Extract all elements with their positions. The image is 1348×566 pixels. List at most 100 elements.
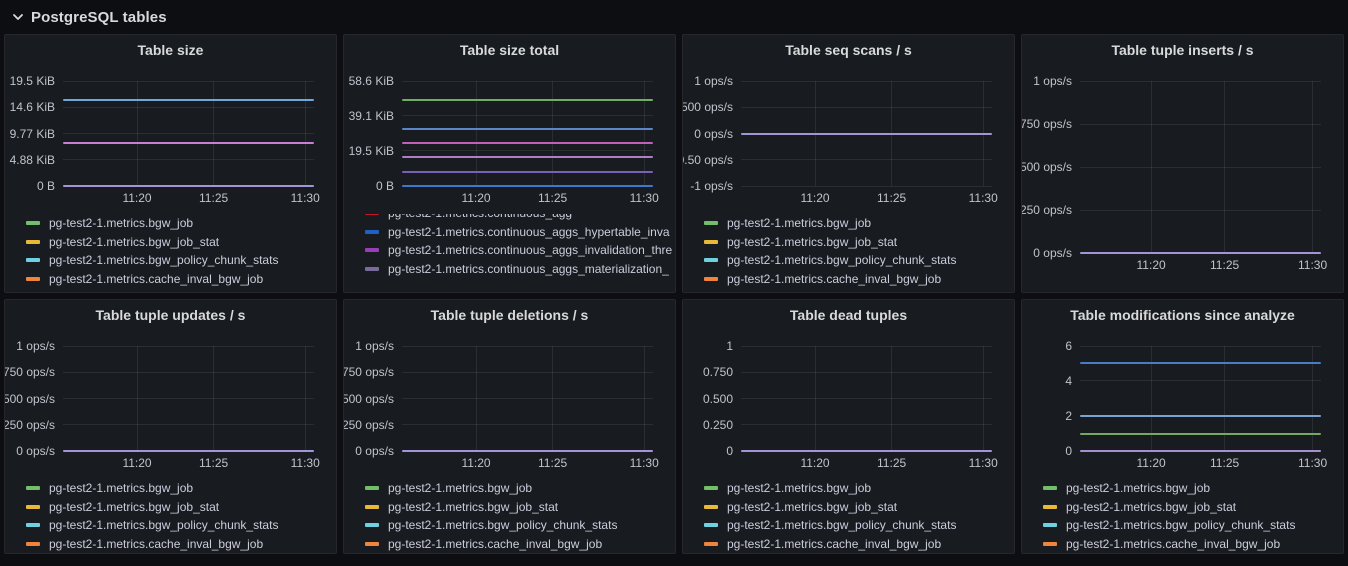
legend-series-name[interactable]: pg-test2-1.metrics.bgw_policy_chunk_stat… <box>388 518 618 533</box>
legend-item[interactable]: pg-test2-1.metrics.bgw_job <box>26 479 336 498</box>
legend-item[interactable]: pg-test2-1.metrics.continuous_aggs_mater… <box>365 260 675 279</box>
legend-swatch[interactable] <box>26 523 40 528</box>
legend-item[interactable]: pg-test2-1.metrics.bgw_job_stat <box>704 498 1014 517</box>
legend-series-name[interactable]: pg-test2-1.metrics.continuous_aggs_mater… <box>388 261 669 276</box>
legend-item[interactable]: pg-test2-1.metrics.continuous_agg <box>365 214 675 223</box>
panel-header-table-tuple-deletions-s[interactable]: Table tuple deletions / s <box>344 300 675 330</box>
legend-swatch[interactable] <box>704 221 718 226</box>
plot-area[interactable] <box>741 345 992 452</box>
plot-area[interactable] <box>402 345 653 452</box>
legend-series-name[interactable]: pg-test2-1.metrics.bgw_job <box>727 216 872 231</box>
legend-swatch[interactable] <box>26 276 40 281</box>
legend-series-name[interactable]: pg-test2-1.metrics.cache_inval_bgw_job <box>727 536 942 551</box>
legend-swatch[interactable] <box>365 523 379 528</box>
legend-series-name[interactable]: pg-test2-1.metrics.continuous_aggs_hyper… <box>388 224 670 239</box>
legend-series-name[interactable]: pg-test2-1.metrics.bgw_job <box>49 481 194 496</box>
legend-series-name[interactable]: pg-test2-1.metrics.continuous_aggs_inval… <box>388 243 673 258</box>
legend-item[interactable]: pg-test2-1.metrics.continuous_aggs_hyper… <box>365 223 675 242</box>
legend-series-name[interactable]: pg-test2-1.metrics.bgw_job_stat <box>49 234 220 249</box>
legend-item[interactable]: pg-test2-1.metrics.cache_inval_bgw_job <box>1043 535 1343 554</box>
legend-item[interactable]: pg-test2-1.metrics.bgw_job_stat <box>704 233 1014 252</box>
legend-item[interactable]: pg-test2-1.metrics.bgw_policy_chunk_stat… <box>26 516 336 535</box>
legend-swatch[interactable] <box>704 276 718 281</box>
legend-series-name[interactable]: pg-test2-1.metrics.bgw_job_stat <box>727 499 898 514</box>
legend-series-name[interactable]: pg-test2-1.metrics.bgw_policy_chunk_stat… <box>727 253 957 268</box>
legend-series-name[interactable]: pg-test2-1.metrics.cache_inval_bgw_job <box>727 271 942 286</box>
legend-swatch[interactable] <box>365 266 379 271</box>
legend-swatch[interactable] <box>26 221 40 226</box>
legend-series-name[interactable]: pg-test2-1.metrics.cache_inval_bgw_job <box>49 536 264 551</box>
legend-series-name[interactable]: pg-test2-1.metrics.bgw_policy_chunk_stat… <box>49 518 279 533</box>
legend-swatch[interactable] <box>704 258 718 263</box>
legend-swatch[interactable] <box>26 486 40 491</box>
plot-area[interactable] <box>1080 345 1321 452</box>
legend-series-name[interactable]: pg-test2-1.metrics.bgw_policy_chunk_stat… <box>727 518 957 533</box>
legend-swatch[interactable] <box>365 248 379 253</box>
legend-item[interactable]: pg-test2-1.metrics.bgw_job <box>365 479 675 498</box>
legend-swatch[interactable] <box>365 504 379 509</box>
plot-area[interactable] <box>1080 80 1321 254</box>
legend-series-name[interactable]: pg-test2-1.metrics.bgw_job_stat <box>388 499 559 514</box>
legend-item[interactable]: pg-test2-1.metrics.bgw_policy_chunk_stat… <box>704 516 1014 535</box>
legend-swatch[interactable] <box>365 229 379 234</box>
panel-header-table-modifications-since-analyze[interactable]: Table modifications since analyze <box>1022 300 1343 330</box>
legend-series-name[interactable]: pg-test2-1.metrics.bgw_policy_chunk_stat… <box>49 253 279 268</box>
panel-header-table-seq-scans-s[interactable]: Table seq scans / s <box>683 35 1014 65</box>
legend-item[interactable]: pg-test2-1.metrics.bgw_job <box>704 214 1014 233</box>
legend-swatch[interactable] <box>26 541 40 546</box>
legend-series-name[interactable]: pg-test2-1.metrics.bgw_job_stat <box>49 499 220 514</box>
legend-item[interactable]: pg-test2-1.metrics.cache_inval_bgw_job <box>704 535 1014 554</box>
legend-swatch[interactable] <box>704 486 718 491</box>
panel-header-table-tuple-updates-s[interactable]: Table tuple updates / s <box>5 300 336 330</box>
legend-series-name[interactable]: pg-test2-1.metrics.bgw_policy_chunk_stat… <box>1066 518 1296 533</box>
legend-series-name[interactable]: pg-test2-1.metrics.bgw_job <box>388 481 533 496</box>
legend-item[interactable]: pg-test2-1.metrics.cache_inval_bgw_job <box>26 270 336 289</box>
panel-header-table-dead-tuples[interactable]: Table dead tuples <box>683 300 1014 330</box>
legend-swatch[interactable] <box>704 239 718 244</box>
legend-series-name[interactable]: pg-test2-1.metrics.continuous_agg <box>388 214 572 220</box>
panel-header-table-size-total[interactable]: Table size total <box>344 35 675 65</box>
legend-item[interactable]: pg-test2-1.metrics.cache_inval_bgw_job <box>704 270 1014 289</box>
legend-item[interactable]: pg-test2-1.metrics.bgw_job_stat <box>365 498 675 517</box>
legend-swatch[interactable] <box>1043 504 1057 509</box>
legend-item[interactable]: pg-test2-1.metrics.bgw_policy_chunk_stat… <box>26 251 336 270</box>
legend-swatch[interactable] <box>26 239 40 244</box>
plot-area[interactable] <box>63 345 314 452</box>
legend-swatch[interactable] <box>26 258 40 263</box>
legend-item[interactable]: pg-test2-1.metrics.bgw_job <box>26 214 336 233</box>
legend-swatch[interactable] <box>365 541 379 546</box>
legend-swatch[interactable] <box>26 504 40 509</box>
legend-swatch[interactable] <box>704 504 718 509</box>
legend-series-name[interactable]: pg-test2-1.metrics.bgw_job <box>727 481 872 496</box>
legend-item[interactable]: pg-test2-1.metrics.bgw_job <box>704 479 1014 498</box>
legend-series-name[interactable]: pg-test2-1.metrics.cache_inval_bgw_job <box>1066 536 1281 551</box>
legend-swatch[interactable] <box>1043 523 1057 528</box>
legend-item[interactable]: pg-test2-1.metrics.cache_inval_bgw_job <box>365 535 675 554</box>
chevron-down-icon[interactable] <box>12 11 24 23</box>
legend-item[interactable]: pg-test2-1.metrics.bgw_policy_chunk_stat… <box>704 251 1014 270</box>
legend-item[interactable]: pg-test2-1.metrics.bgw_job_stat <box>26 498 336 517</box>
plot-area[interactable] <box>63 80 314 187</box>
dashboard-row-title[interactable]: PostgreSQL tables <box>31 8 167 26</box>
legend-swatch[interactable] <box>704 541 718 546</box>
plot-area[interactable] <box>741 80 992 187</box>
legend-series-name[interactable]: pg-test2-1.metrics.cache_inval_bgw_job <box>388 536 603 551</box>
legend-item[interactable]: pg-test2-1.metrics.bgw_job_stat <box>26 233 336 252</box>
legend-series-name[interactable]: pg-test2-1.metrics.bgw_job_stat <box>727 234 898 249</box>
legend-swatch[interactable] <box>1043 541 1057 546</box>
legend-item[interactable]: pg-test2-1.metrics.bgw_policy_chunk_stat… <box>1043 516 1343 535</box>
legend-swatch[interactable] <box>704 523 718 528</box>
panel-header-table-size[interactable]: Table size <box>5 35 336 65</box>
legend-item[interactable]: pg-test2-1.metrics.bgw_job_stat <box>1043 498 1343 517</box>
legend-item[interactable]: pg-test2-1.metrics.cache_inval_bgw_job <box>26 535 336 554</box>
legend-series-name[interactable]: pg-test2-1.metrics.cache_inval_bgw_job <box>49 271 264 286</box>
legend-swatch[interactable] <box>365 214 379 216</box>
legend-series-name[interactable]: pg-test2-1.metrics.bgw_job <box>1066 481 1211 496</box>
legend-item[interactable]: pg-test2-1.metrics.continuous_aggs_inval… <box>365 241 675 260</box>
plot-area[interactable] <box>402 80 653 187</box>
panel-header-table-tuple-inserts-s[interactable]: Table tuple inserts / s <box>1022 35 1343 65</box>
legend-swatch[interactable] <box>365 486 379 491</box>
legend-series-name[interactable]: pg-test2-1.metrics.bgw_job_stat <box>1066 499 1237 514</box>
legend-swatch[interactable] <box>1043 486 1057 491</box>
legend-item[interactable]: pg-test2-1.metrics.bgw_job <box>1043 479 1343 498</box>
